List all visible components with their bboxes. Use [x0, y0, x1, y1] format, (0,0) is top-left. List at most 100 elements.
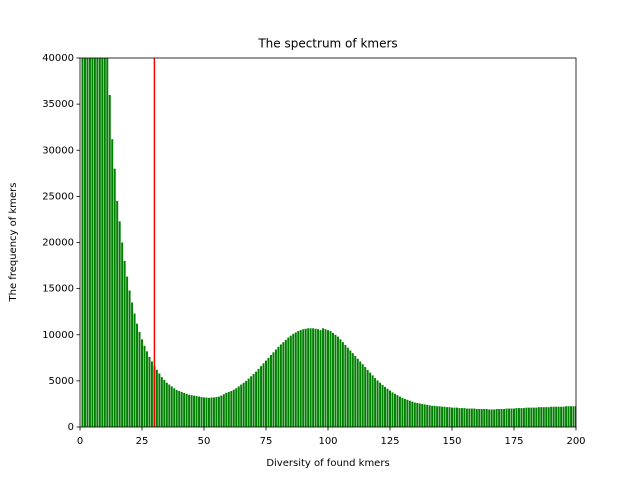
- x-tick-label: 200: [566, 436, 585, 447]
- bar: [339, 339, 342, 427]
- bar: [393, 393, 396, 427]
- bar: [537, 407, 540, 427]
- bar: [284, 339, 287, 427]
- y-tick-label: 5000: [49, 376, 74, 387]
- bar: [356, 358, 359, 427]
- bar: [505, 408, 508, 427]
- bar: [257, 368, 260, 427]
- bar: [562, 406, 565, 427]
- bar: [297, 331, 300, 427]
- bar: [217, 396, 220, 427]
- bar: [359, 361, 362, 427]
- bar: [212, 397, 215, 427]
- bar: [495, 409, 498, 427]
- bar: [341, 342, 344, 427]
- bar: [317, 329, 320, 427]
- y-tick-label: 40000: [42, 53, 74, 64]
- bar: [302, 329, 305, 427]
- bar: [485, 409, 488, 427]
- x-tick-label: 175: [504, 436, 523, 447]
- bar: [334, 334, 337, 427]
- bar: [572, 406, 575, 427]
- bar: [520, 408, 523, 427]
- bar: [160, 377, 163, 427]
- bar: [460, 408, 463, 427]
- bar: [252, 373, 255, 427]
- bar: [488, 409, 491, 427]
- bar: [503, 409, 506, 427]
- bar: [493, 409, 496, 427]
- bar: [247, 378, 250, 427]
- bar: [141, 339, 143, 427]
- bar: [327, 330, 329, 427]
- bar: [557, 406, 560, 427]
- bar: [545, 407, 548, 427]
- bar: [552, 406, 555, 427]
- x-tick-label: 0: [77, 436, 83, 447]
- x-tick-label: 50: [198, 436, 211, 447]
- bar: [106, 58, 109, 427]
- bar: [575, 406, 576, 427]
- bar: [220, 395, 223, 427]
- x-tick-label: 100: [318, 436, 337, 447]
- bar: [527, 407, 530, 427]
- bar: [468, 408, 471, 427]
- bar: [198, 396, 201, 427]
- x-tick-label: 125: [380, 436, 399, 447]
- bar: [453, 407, 456, 427]
- bar: [550, 406, 553, 427]
- bar: [406, 399, 409, 427]
- bar: [517, 408, 520, 427]
- bar: [207, 397, 210, 427]
- bar: [570, 406, 573, 427]
- bar: [289, 335, 292, 427]
- bar: [173, 388, 176, 427]
- bar: [540, 407, 543, 427]
- bar: [314, 328, 317, 427]
- bar: [421, 403, 424, 427]
- bar: [416, 403, 419, 427]
- x-tick-label: 150: [442, 436, 461, 447]
- bar: [203, 397, 205, 427]
- bar: [235, 388, 238, 427]
- bar: [433, 405, 436, 427]
- bar: [336, 336, 339, 427]
- bar: [369, 372, 372, 427]
- bar: [128, 290, 131, 427]
- bar: [163, 379, 166, 427]
- bar: [262, 363, 265, 427]
- y-axis-label: The frequency of kmers: [8, 183, 19, 303]
- bar: [260, 366, 263, 427]
- bar: [175, 390, 178, 427]
- bar: [101, 58, 104, 427]
- bar: [272, 352, 275, 427]
- bar: [535, 407, 538, 427]
- bar: [222, 394, 225, 427]
- bar: [324, 329, 327, 427]
- bar: [319, 330, 322, 427]
- bar: [322, 328, 325, 427]
- bar: [470, 408, 473, 427]
- bar: [483, 409, 486, 427]
- bar: [515, 408, 518, 427]
- bar: [210, 397, 213, 427]
- bar: [364, 367, 367, 427]
- bar: [351, 353, 354, 427]
- bar: [346, 347, 349, 427]
- bar: [436, 406, 439, 427]
- bar: [200, 397, 203, 427]
- bar: [88, 58, 91, 427]
- bar: [451, 407, 453, 427]
- chart-title: The spectrum of kmers: [257, 37, 397, 51]
- y-tick-label: 30000: [42, 145, 74, 156]
- bar: [349, 350, 352, 427]
- bar: [386, 388, 389, 427]
- bar: [354, 355, 357, 427]
- bar: [180, 391, 183, 427]
- bar: [111, 139, 114, 427]
- bar: [441, 406, 444, 427]
- bar: [126, 276, 129, 427]
- bar: [287, 337, 290, 427]
- bar: [250, 376, 253, 427]
